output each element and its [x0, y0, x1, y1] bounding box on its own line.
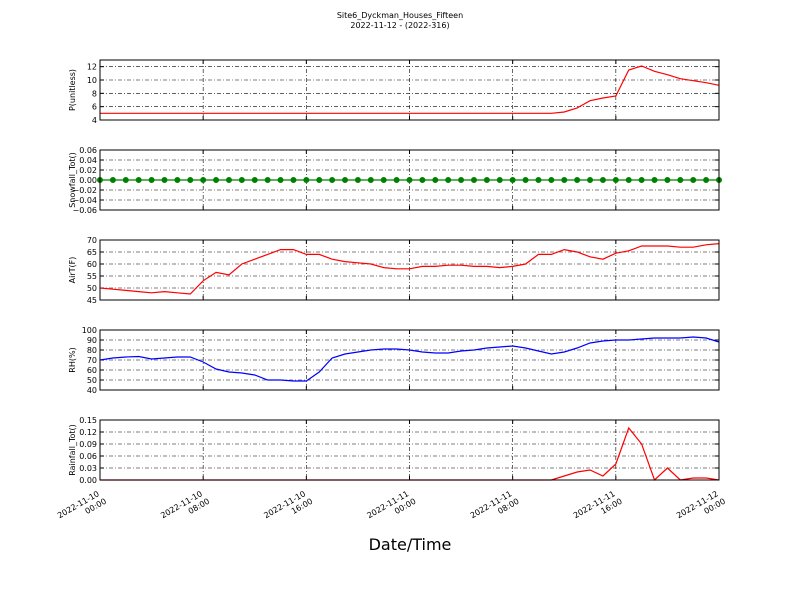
data-marker [664, 177, 671, 183]
data-marker [522, 177, 529, 183]
data-marker [161, 177, 168, 183]
y-tick-label: 0.06 [79, 452, 97, 461]
y-axis-label: Snowfall_Tot() [68, 152, 77, 208]
y-tick-label: 55 [87, 272, 97, 281]
data-marker [277, 177, 284, 183]
y-tick-label: 50 [87, 376, 97, 385]
data-marker [587, 177, 594, 183]
data-marker [109, 177, 116, 183]
data-marker [251, 177, 258, 183]
y-tick-label: 0.00 [79, 476, 97, 485]
data-marker [509, 177, 516, 183]
data-marker [419, 177, 426, 183]
plot-frame [99, 239, 720, 301]
data-marker [496, 177, 503, 183]
data-marker [651, 177, 658, 183]
data-marker [342, 177, 349, 183]
y-tick-label: 0.03 [79, 464, 97, 473]
data-marker [238, 177, 245, 183]
data-marker [187, 177, 194, 183]
data-marker [406, 177, 413, 183]
plot-frame [99, 59, 720, 121]
y-tick-label: −0.06 [72, 206, 97, 215]
data-marker [574, 177, 581, 183]
data-marker [329, 177, 336, 183]
x-axis-label: Date/Time [369, 535, 452, 554]
y-axis-label: Rainfall_Tot() [68, 424, 77, 476]
y-tick-label: −0.04 [72, 196, 97, 205]
y-tick-label: 12 [87, 63, 97, 72]
y-tick-label: 0.09 [79, 440, 97, 449]
data-marker [135, 177, 142, 183]
data-marker [535, 177, 542, 183]
y-tick-label: 8 [92, 89, 97, 98]
data-marker [122, 177, 129, 183]
y-tick-label: 10 [87, 76, 97, 85]
y-tick-label: 40 [87, 386, 97, 395]
y-tick-label: 100 [82, 326, 97, 335]
data-line [99, 336, 720, 382]
data-line [100, 65, 720, 114]
plot-frame [99, 329, 720, 391]
data-line [99, 243, 720, 295]
data-marker [458, 177, 465, 183]
data-marker [213, 177, 220, 183]
data-marker [638, 177, 645, 183]
data-marker [703, 177, 710, 183]
y-tick-label: 45 [87, 296, 97, 305]
data-marker [380, 177, 387, 183]
data-marker [316, 177, 323, 183]
y-tick-label: 4 [92, 116, 97, 125]
y-tick-label: 0.04 [79, 156, 97, 165]
y-tick-label: 90 [87, 336, 97, 345]
data-marker [483, 177, 490, 183]
y-tick-label: 65 [87, 248, 97, 257]
y-tick-label: 60 [87, 260, 97, 269]
data-marker [367, 177, 374, 183]
data-marker [625, 177, 632, 183]
y-axis-label: AirT(F) [68, 257, 77, 284]
y-tick-label: −0.02 [72, 186, 97, 195]
data-marker [148, 177, 155, 183]
data-marker [174, 177, 181, 183]
data-marker [264, 177, 271, 183]
data-marker [548, 177, 555, 183]
y-tick-label: 70 [87, 356, 97, 365]
plot-frame [99, 149, 720, 211]
data-marker [470, 177, 477, 183]
data-marker [599, 177, 606, 183]
data-marker [393, 177, 400, 183]
data-marker [690, 177, 697, 183]
data-marker [432, 177, 439, 183]
y-tick-label: 50 [87, 284, 97, 293]
data-marker [354, 177, 361, 183]
chart-subtitle: 2022-11-12 - (2022-316) [350, 21, 449, 30]
y-tick-label: 0.00 [79, 176, 97, 185]
y-tick-label: 60 [87, 366, 97, 375]
data-marker [225, 177, 232, 183]
data-marker [200, 177, 207, 183]
y-tick-label: 0.06 [79, 146, 97, 155]
data-marker [561, 177, 568, 183]
y-tick-label: 70 [87, 236, 97, 245]
chart-title: Site6_Dyckman_Houses_Fifteen [337, 11, 463, 20]
data-marker [445, 177, 452, 183]
y-axis-label: RH(%) [68, 347, 77, 372]
y-tick-label: 0.15 [79, 416, 97, 425]
y-axis-label: P(unitless) [68, 69, 77, 111]
y-tick-label: 0.02 [79, 166, 97, 175]
y-tick-label: 80 [87, 346, 97, 355]
data-marker [290, 177, 297, 183]
data-marker [303, 177, 310, 183]
plot-frame [99, 419, 720, 481]
data-marker [677, 177, 684, 183]
y-tick-label: 0.12 [79, 428, 97, 437]
data-marker [612, 177, 619, 183]
y-tick-label: 6 [92, 103, 97, 112]
